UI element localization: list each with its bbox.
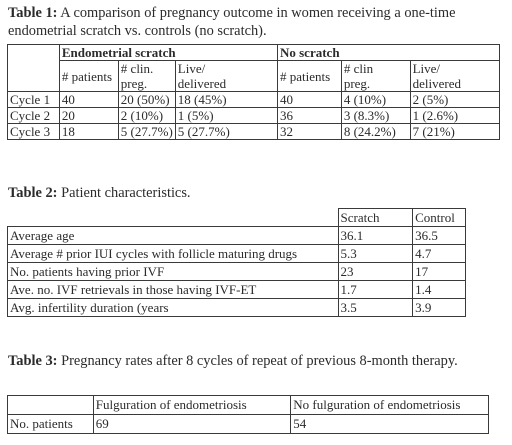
table-cell: 3.5 xyxy=(337,298,414,317)
table-cell: 3.9 xyxy=(412,298,466,317)
row-label: Average age xyxy=(7,226,339,245)
table-cell: 1.7 xyxy=(337,280,414,299)
table1-caption: Table 1: A comparison of pregnancy outco… xyxy=(8,4,504,40)
table-cell: 1 (5%) xyxy=(174,107,278,124)
table-cell: 23 xyxy=(337,262,414,281)
row-label: No. patients xyxy=(7,414,94,434)
table-cell: 40 xyxy=(58,91,119,108)
table-cell: 8 (24.2%) xyxy=(340,123,411,140)
table-row: Average age 36.1 36.5 xyxy=(7,226,466,245)
table-cell: 7 (21%) xyxy=(409,123,501,140)
table-cell: 36 xyxy=(276,107,342,124)
table1-subheader: Live/delivered xyxy=(174,60,278,92)
table-cell: 54 xyxy=(290,414,489,434)
table-cell: 4.7 xyxy=(412,244,466,263)
table1-title: A comparison of pregnancy outcome in wom… xyxy=(8,5,456,39)
table-cell: 20 xyxy=(58,107,119,124)
table-row: Ave. no. IVF retrievals in those having … xyxy=(7,280,466,299)
row-label: No. patients having prior IVF xyxy=(7,262,339,281)
table-row: Average # prior IUI cycles with follicle… xyxy=(7,244,466,263)
table-cell: 17 xyxy=(412,262,466,281)
table2-caption: Table 2: Patient characteristics. xyxy=(8,184,504,202)
table1-subheader: # clin. preg. xyxy=(117,60,176,92)
row-label: Cycle 1 xyxy=(7,91,60,108)
table-row: No. patients having prior IVF 23 17 xyxy=(7,262,466,281)
table3-title: Pregnancy rates after 8 cycles of repeat… xyxy=(61,353,458,369)
table2-header-row: Scratch Control xyxy=(7,208,466,227)
table-cell: 40 xyxy=(276,91,342,108)
table-row: Cycle 1 40 20 (50%) 18 (45%) 40 4 (10%) … xyxy=(7,91,501,108)
table-cell: 36.1 xyxy=(337,226,414,245)
row-label: Avg. infertility duration (years xyxy=(7,298,339,317)
table-cell: 2 (5%) xyxy=(409,91,501,108)
table3-header-row: Fulguration of endometriosis No fulgurat… xyxy=(7,395,489,415)
table2-label: Table 2: xyxy=(8,185,58,201)
table1-subheader: # patients xyxy=(276,60,342,92)
table-cell: 5 (27.7%) xyxy=(174,123,278,140)
table2-title: Patient characteristics. xyxy=(61,185,191,201)
table-cell: 4 (10%) xyxy=(340,91,411,108)
table3-caption: Table 3: Pregnancy rates after 8 cycles … xyxy=(8,352,504,370)
table1-corner-cell xyxy=(7,44,60,61)
table2: Scratch Control Average age 36.1 36.5 Av… xyxy=(7,208,466,317)
table-cell: 1 (2.6%) xyxy=(409,107,501,124)
table-cell: 1.4 xyxy=(412,280,466,299)
table-cell: 5 (27.7%) xyxy=(117,123,176,140)
table1-subheader-row: # patients # clin. preg. Live/delivered #… xyxy=(7,60,501,92)
table1-subheader: # patients xyxy=(58,60,119,92)
table-row: Cycle 3 18 5 (27.7%) 5 (27.7%) 32 8 (24.… xyxy=(7,123,501,140)
table1-subheader: Live/delivered xyxy=(409,60,501,92)
table3-corner-cell xyxy=(7,395,94,415)
table-cell: 69 xyxy=(92,414,292,434)
table3: Fulguration of endometriosis No fulgurat… xyxy=(7,395,489,434)
table-row: No. patients 69 54 xyxy=(7,414,489,434)
table1: Endometrial scratch No scratch # patient… xyxy=(7,44,501,140)
table-row: Cycle 2 20 2 (10%) 1 (5%) 36 3 (8.3%) 1 … xyxy=(7,107,501,124)
table-cell: 18 (45%) xyxy=(174,91,278,108)
table-cell: 5.3 xyxy=(337,244,414,263)
table1-group-header: Endometrial scratch xyxy=(58,44,278,61)
table1-subheader: # clin preg. xyxy=(340,60,411,92)
row-label: Average # prior IUI cycles with follicle… xyxy=(7,244,339,263)
table1-label: Table 1: xyxy=(8,5,58,21)
table3-header: Fulguration of endometriosis xyxy=(92,395,292,415)
table2-header: Control xyxy=(412,208,466,227)
table-cell: 32 xyxy=(276,123,342,140)
table1-group-header: No scratch xyxy=(276,44,501,61)
table3-header: No fulguration of endometriosis xyxy=(290,395,489,415)
table2-corner-cell xyxy=(7,208,339,227)
row-label: Cycle 3 xyxy=(7,123,60,140)
table-cell: 18 xyxy=(58,123,119,140)
table1-group-header-row: Endometrial scratch No scratch xyxy=(7,44,501,61)
table2-header: Scratch xyxy=(337,208,414,227)
row-label: Ave. no. IVF retrievals in those having … xyxy=(7,280,339,299)
table-cell: 36.5 xyxy=(412,226,466,245)
table-cell: 3 (8.3%) xyxy=(340,107,411,124)
row-label: Cycle 2 xyxy=(7,107,60,124)
table-cell: 20 (50%) xyxy=(117,91,176,108)
table3-label: Table 3: xyxy=(8,353,58,369)
table-cell: 2 (10%) xyxy=(117,107,176,124)
table1-corner-cell xyxy=(7,60,60,92)
table-row: Avg. infertility duration (years 3.5 3.9 xyxy=(7,298,466,317)
